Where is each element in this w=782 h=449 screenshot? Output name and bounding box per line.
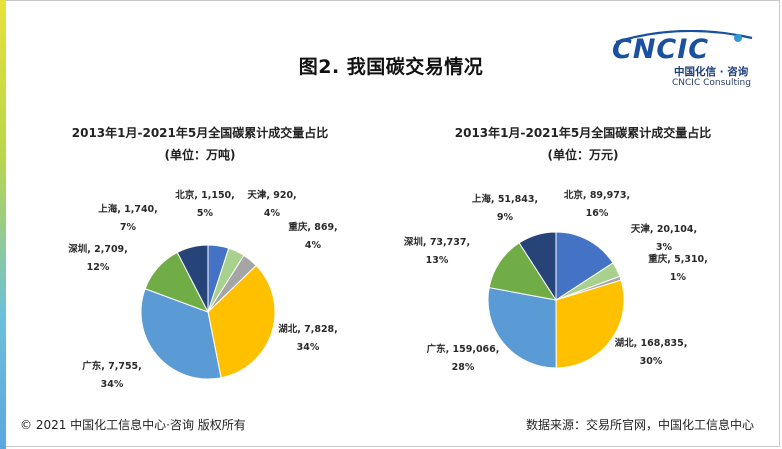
right-chart-title-block: 2013年1月-2021年5月全国碳累计成交量占比 (单位：万元) bbox=[398, 122, 768, 166]
slice-label-0-5: 深圳, 2,709, bbox=[68, 243, 128, 255]
pie-slice-1-4 bbox=[487, 286, 557, 369]
slice-label-1-0: 北京, 89,973, bbox=[564, 189, 630, 201]
slice-label-0-2: 重庆, 869, bbox=[288, 221, 337, 233]
left-chart-title-block: 2013年1月-2021年5月全国碳累计成交量占比 (单位：万吨) bbox=[10, 122, 390, 166]
slice-pct-1-1: 3% bbox=[656, 242, 673, 253]
slice-label-0-3: 湖北, 7,828, bbox=[278, 323, 338, 335]
slice-pct-1-0: 16% bbox=[586, 208, 609, 219]
slice-label-1-6: 上海, 51,843, bbox=[472, 193, 538, 205]
copyright-text: © 2021 中国化工信息中心·咨询 版权所有 bbox=[20, 418, 246, 432]
slice-label-0-6: 上海, 1,740, bbox=[98, 203, 158, 215]
pie-chart-2: 北京, 89,973, 16% 天津, 20,104, 3%重庆, 5,310, 1% 湖… bbox=[404, 189, 708, 373]
accent-bar bbox=[0, 0, 6, 449]
slice-label-0-1: 天津, 920, bbox=[247, 189, 296, 201]
slice-label-1-2: 重庆, 5,310, bbox=[648, 253, 708, 265]
slice-label-1-1: 天津, 20,104, bbox=[631, 223, 697, 235]
pie-slice-1-3 bbox=[555, 279, 625, 369]
slice-pct-0-2: 4% bbox=[305, 240, 322, 251]
slice-pct-1-4: 28% bbox=[452, 362, 475, 373]
logo-swoosh-icon bbox=[615, 30, 753, 44]
logo-chinese-text: 中国化信 · 咨询 bbox=[674, 66, 749, 78]
logo-english-text: CNCIC Consulting bbox=[672, 78, 751, 88]
pie-slice-1-0 bbox=[555, 231, 614, 301]
cncic-logo: CNCIC 中国化信 · 咨询 CNCIC Consulting bbox=[612, 30, 762, 92]
slice-pct-1-5: 13% bbox=[426, 255, 449, 266]
slice-pct-0-6: 7% bbox=[120, 222, 137, 233]
source-text: 数据来源：交易所官网，中国化工信息中心 bbox=[525, 418, 754, 432]
pie-slice-0-6 bbox=[176, 244, 209, 313]
slice-pct-1-3: 30% bbox=[640, 356, 663, 367]
pie-slice-0-3 bbox=[207, 264, 276, 379]
pie-slice-1-5 bbox=[488, 242, 558, 301]
slice-pct-0-3: 34% bbox=[297, 342, 320, 353]
logo-wordmark: CNCIC bbox=[612, 34, 710, 65]
slice-pct-1-6: 9% bbox=[497, 212, 514, 223]
slice-pct-0-1: 4% bbox=[264, 208, 281, 219]
slice-pct-0-4: 34% bbox=[101, 379, 124, 390]
slice-label-0-0: 北京, 1,150, bbox=[175, 189, 235, 201]
slice-label-1-4: 广东, 159,066, bbox=[427, 343, 500, 355]
slice-pct-1-2: 1% bbox=[670, 272, 687, 283]
pie-chart-1: 北京, 1,150, 5% 天津, 920, 4% 重庆, 869, 4% 湖北, 7,82… bbox=[68, 189, 338, 390]
slice-label-1-5: 深圳, 73,737, bbox=[404, 236, 470, 248]
right-chart-subtitle: (单位：万元) bbox=[547, 148, 619, 162]
pie-slice-0-4 bbox=[140, 288, 222, 380]
slice-label-1-3: 湖北, 168,835, bbox=[615, 337, 688, 349]
pie-slice-1-6 bbox=[518, 231, 557, 302]
right-chart-title: 2013年1月-2021年5月全国碳累计成交量占比 bbox=[454, 126, 712, 140]
slice-pct-0-0: 5% bbox=[197, 208, 214, 219]
left-chart-subtitle: (单位：万吨) bbox=[164, 148, 236, 162]
left-chart-title: 2013年1月-2021年5月全国碳累计成交量占比 bbox=[71, 126, 329, 140]
slice-pct-0-5: 12% bbox=[87, 262, 110, 273]
page-title: 图2. 我国碳交易情况 bbox=[298, 56, 484, 78]
slice-label-0-4: 广东, 7,755, bbox=[82, 360, 142, 372]
